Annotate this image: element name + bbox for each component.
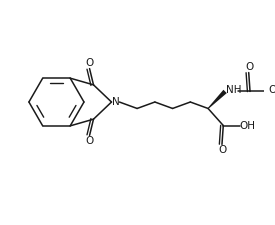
Text: O: O [218, 145, 227, 155]
Text: N: N [112, 97, 120, 107]
Text: OH: OH [239, 121, 255, 130]
Text: O: O [268, 85, 275, 95]
Text: NH: NH [226, 85, 241, 95]
Polygon shape [208, 90, 227, 109]
Text: O: O [86, 58, 94, 68]
Text: O: O [86, 136, 94, 146]
Text: O: O [245, 62, 253, 72]
